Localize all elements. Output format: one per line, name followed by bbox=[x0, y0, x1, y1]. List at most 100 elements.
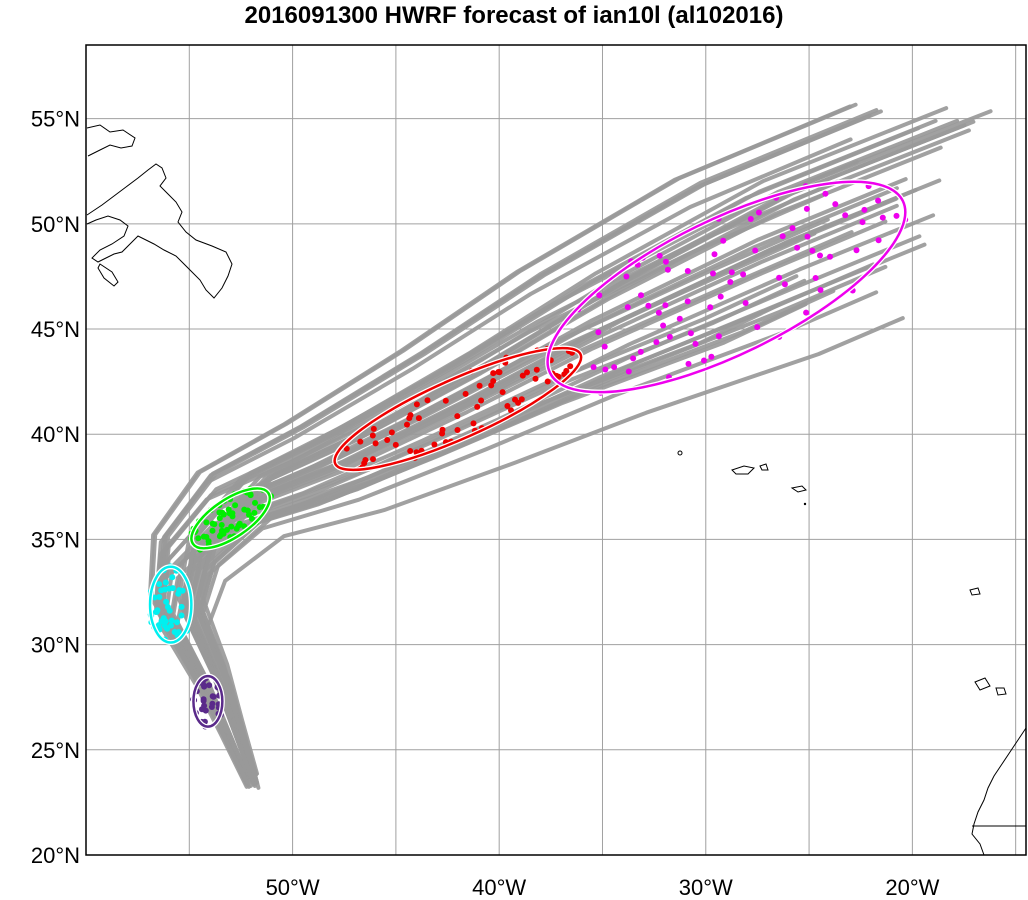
coastline bbox=[969, 587, 981, 596]
forecast-point bbox=[200, 696, 207, 703]
forecast-point bbox=[555, 373, 562, 380]
coastline bbox=[995, 687, 1007, 696]
forecast-point bbox=[508, 407, 514, 414]
forecast-point bbox=[859, 219, 866, 226]
forecast-point bbox=[162, 618, 169, 625]
forecast-point bbox=[611, 364, 618, 371]
forecast-point bbox=[687, 330, 694, 337]
forecast-point bbox=[209, 527, 216, 534]
island bbox=[677, 450, 683, 456]
forecast-point bbox=[404, 421, 410, 428]
forecast-point bbox=[804, 233, 811, 240]
coastline bbox=[971, 727, 1027, 856]
forecast-point bbox=[370, 456, 376, 463]
forecast-point bbox=[406, 415, 413, 422]
forecast-point bbox=[692, 340, 699, 347]
forecast-point bbox=[809, 247, 816, 254]
forecast-point bbox=[625, 368, 632, 375]
forecast-point bbox=[211, 521, 218, 528]
forecast-point bbox=[470, 420, 477, 427]
track-line bbox=[190, 264, 888, 787]
forecast-point bbox=[229, 510, 236, 517]
forecast-point bbox=[742, 300, 749, 306]
forecast-point bbox=[842, 212, 849, 219]
forecast-point bbox=[413, 401, 420, 408]
forecast-point bbox=[206, 682, 213, 689]
forecast-point bbox=[415, 415, 422, 422]
forecast-point bbox=[249, 515, 255, 522]
forecast-point bbox=[710, 270, 716, 277]
forecast-point bbox=[512, 396, 518, 403]
forecast-point bbox=[827, 253, 833, 260]
forecast-point bbox=[384, 437, 391, 443]
forecast-point bbox=[707, 304, 714, 311]
forecast-point bbox=[755, 209, 762, 216]
forecast-point bbox=[202, 707, 209, 714]
forecast-point bbox=[178, 612, 185, 619]
forecast-point bbox=[225, 506, 232, 513]
coastline bbox=[86, 124, 136, 157]
forecast-point bbox=[163, 598, 170, 605]
forecast-point bbox=[685, 360, 692, 367]
forecast-point bbox=[252, 499, 258, 506]
forecast-point bbox=[232, 502, 239, 509]
forecast-point bbox=[162, 579, 169, 586]
forecast-point bbox=[174, 619, 180, 626]
forecast-point bbox=[662, 302, 669, 309]
forecast-point bbox=[561, 371, 568, 378]
forecast-point bbox=[175, 590, 182, 597]
forecast-point bbox=[684, 268, 691, 274]
forecast-point bbox=[504, 403, 511, 409]
forecast-point bbox=[388, 429, 395, 436]
forecast-point bbox=[454, 427, 461, 433]
forecast-point bbox=[251, 509, 258, 516]
forecast-point bbox=[728, 269, 735, 276]
forecast-point bbox=[169, 574, 176, 581]
forecast-point bbox=[817, 287, 824, 293]
forecast-point bbox=[490, 370, 497, 377]
forecast-point bbox=[601, 343, 608, 350]
forecast-point bbox=[567, 363, 574, 370]
lon-tick-label: 20°W bbox=[885, 875, 939, 900]
forecast-point bbox=[794, 244, 801, 251]
forecast-point bbox=[596, 292, 603, 299]
lat-tick-label: 45°N bbox=[31, 317, 80, 342]
forecast-point bbox=[228, 523, 235, 530]
forecast-point bbox=[439, 426, 446, 433]
forecast-point bbox=[861, 206, 868, 213]
forecast-point bbox=[454, 413, 461, 420]
forecast-point bbox=[495, 369, 502, 375]
lat-tick-label: 50°N bbox=[31, 212, 80, 237]
forecast-point bbox=[343, 445, 350, 452]
forecast-point bbox=[158, 587, 165, 594]
forecast-point bbox=[369, 432, 376, 439]
spread-ellipse bbox=[192, 674, 224, 728]
forecast-point bbox=[233, 525, 240, 532]
forecast-point bbox=[879, 214, 886, 221]
forecast-point bbox=[781, 281, 788, 288]
forecast-point bbox=[158, 618, 165, 625]
forecast-point bbox=[776, 274, 783, 281]
forecast-point bbox=[241, 523, 248, 530]
forecast-point bbox=[875, 237, 882, 244]
lon-tick-label: 50°W bbox=[266, 875, 320, 900]
forecast-point bbox=[660, 322, 667, 329]
forecast-point bbox=[178, 603, 185, 610]
forecast-point bbox=[164, 625, 171, 632]
spread-ellipse bbox=[546, 180, 907, 394]
forecast-point bbox=[210, 693, 217, 700]
forecast-point bbox=[499, 389, 506, 396]
lat-tick-label: 40°N bbox=[31, 422, 80, 447]
forecast-point bbox=[853, 247, 860, 254]
forecast-point bbox=[476, 382, 483, 389]
forecast-point bbox=[442, 397, 449, 404]
forecast-point bbox=[201, 702, 208, 709]
forecast-point bbox=[524, 369, 530, 376]
lat-tick-label: 30°N bbox=[31, 633, 80, 658]
forecast-point bbox=[208, 704, 215, 710]
forecast-point bbox=[203, 534, 210, 540]
forecast-point bbox=[195, 535, 202, 542]
forecast-point bbox=[715, 333, 722, 340]
forecast-point bbox=[747, 216, 754, 222]
track-line bbox=[154, 137, 853, 778]
